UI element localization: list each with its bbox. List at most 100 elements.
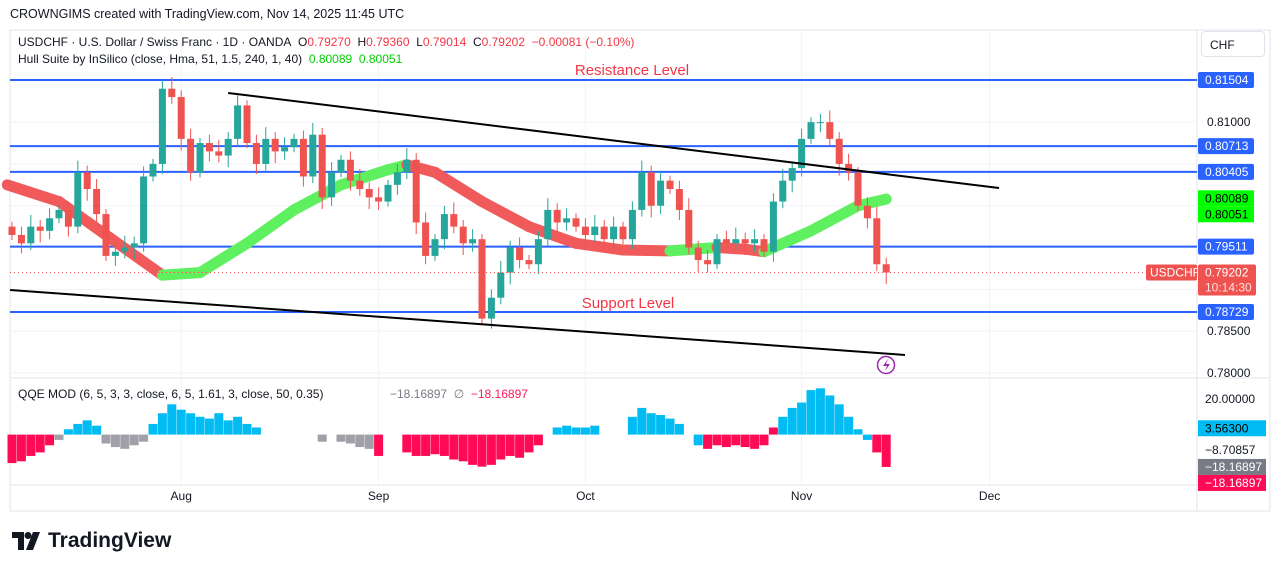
candle-body [722, 239, 730, 244]
qqe-histogram-bar [411, 434, 421, 456]
qqe-histogram-bar [242, 423, 252, 435]
hull-band-segment [53, 196, 112, 241]
candle-body [102, 214, 110, 256]
qqe-histogram-bar [54, 434, 64, 440]
candle-body [403, 159, 411, 173]
hull-price-label-bg [1198, 206, 1254, 223]
level-price-label-bg [1198, 72, 1254, 88]
hull-indicator-name[interactable]: Hull Suite by InSilico (close, Hma, 51, … [18, 52, 303, 66]
qqe-histogram-bar [712, 434, 722, 446]
hull-band-segment [523, 221, 582, 249]
candle-body [337, 159, 345, 173]
level-price-label-bg [1198, 138, 1254, 155]
high-value: 0.79360 [366, 35, 410, 49]
qqe-histogram-bar [7, 434, 17, 464]
qqe-histogram-bar [872, 434, 882, 453]
candle-body [205, 143, 213, 152]
candle-body [835, 138, 843, 164]
trendline [10, 289, 906, 356]
level-price-label-bg [1198, 163, 1254, 180]
candle-body [544, 209, 552, 240]
candle-body [17, 234, 25, 244]
qqe-histogram-bar [768, 427, 778, 435]
low-label: L [416, 35, 423, 49]
qqe-histogram-bar [421, 434, 431, 456]
candle-body [713, 239, 721, 265]
qqe-histogram-bar [562, 425, 572, 435]
candle-body [469, 239, 477, 244]
qqe-histogram-bar [63, 429, 73, 435]
level-price-label: 0.81504 [1205, 73, 1249, 87]
qqe-indicator-name[interactable]: QQE MOD (6, 5, 3, 3, close, 6, 5, 1.61, … [18, 387, 324, 401]
hull-band-segment [570, 237, 629, 256]
candle-body [140, 176, 148, 244]
hull-band-segment [664, 242, 723, 257]
candle-body [187, 138, 195, 173]
qqe-histogram-bar [656, 415, 666, 435]
symbol-tag: USDCHF [1150, 265, 1200, 279]
qqe-histogram-bar [204, 418, 214, 435]
hull-band-segment [476, 196, 535, 233]
candle-body [779, 180, 787, 202]
trendline [228, 91, 1000, 190]
symbol-title[interactable]: USDCHF · U.S. Dollar / Swiss Franc · 1D … [18, 35, 292, 49]
candle-body [769, 201, 777, 252]
candle-body [149, 163, 157, 177]
qqe-histogram-bar [627, 416, 637, 435]
qqe-histogram-bar [439, 434, 449, 456]
time-tick-label: Dec [979, 489, 1000, 503]
qqe-histogram-bar [778, 416, 788, 435]
lightning-icon-glyph [883, 359, 890, 371]
tradingview-logo[interactable]: TradingView [12, 529, 171, 553]
qqe-histogram-bar [157, 413, 167, 435]
candle-body [36, 226, 44, 231]
qqe-histogram-bar [110, 434, 120, 448]
candle-body [506, 247, 514, 273]
hull-band-segment [617, 244, 676, 257]
level-price-label: 0.78729 [1205, 305, 1249, 319]
qqe-histogram-bar [129, 434, 139, 446]
open-value: 0.79270 [307, 35, 351, 49]
candle-body [168, 88, 176, 98]
qqe-histogram-bar [336, 434, 346, 442]
qqe-histogram-bar [496, 434, 506, 460]
candle-body [807, 122, 815, 139]
time-tick-label: Oct [576, 489, 595, 503]
candle-body [262, 138, 270, 164]
candle-body [666, 180, 674, 190]
qqe-histogram-bar [825, 395, 835, 435]
logo-text: TradingView [48, 529, 172, 552]
low-value: 0.79014 [422, 35, 467, 49]
candle-body [356, 180, 364, 190]
qqe-histogram-bar [750, 434, 760, 449]
candle-body [600, 226, 608, 240]
qqe-histogram-bar [881, 434, 891, 467]
qqe-tick-label: 20.00000 [1205, 392, 1255, 406]
hull-band-segment [429, 166, 488, 208]
close-label: C [472, 35, 482, 49]
candle-body [8, 226, 16, 235]
candle-body [328, 172, 336, 198]
qqe-histogram-bar [703, 434, 713, 449]
candle-body [177, 97, 185, 139]
candle-body [751, 239, 759, 244]
qqe-histogram-bar [806, 390, 816, 435]
qqe-histogram-bar [524, 434, 534, 453]
qqe-histogram-bar [186, 413, 196, 435]
candle-body [64, 209, 72, 227]
qqe-histogram-bar [693, 434, 703, 446]
qqe-histogram-bar [101, 434, 111, 444]
candle-body [563, 218, 571, 223]
currency-button[interactable]: CHF [1201, 31, 1265, 57]
qqe-histogram-bar [82, 420, 92, 435]
qqe-histogram-bar [233, 416, 243, 435]
hull-band-segment [805, 200, 864, 237]
candle-body [854, 172, 862, 206]
qqe-histogram-bar [214, 413, 224, 435]
qqe-histogram-bar [120, 434, 130, 449]
qqe-histogram-bar [364, 434, 374, 449]
symbol-legend: USDCHF · U.S. Dollar / Swiss Franc · 1D … [18, 35, 634, 49]
candle-body [628, 209, 636, 240]
qqe-histogram-bar [552, 427, 562, 435]
